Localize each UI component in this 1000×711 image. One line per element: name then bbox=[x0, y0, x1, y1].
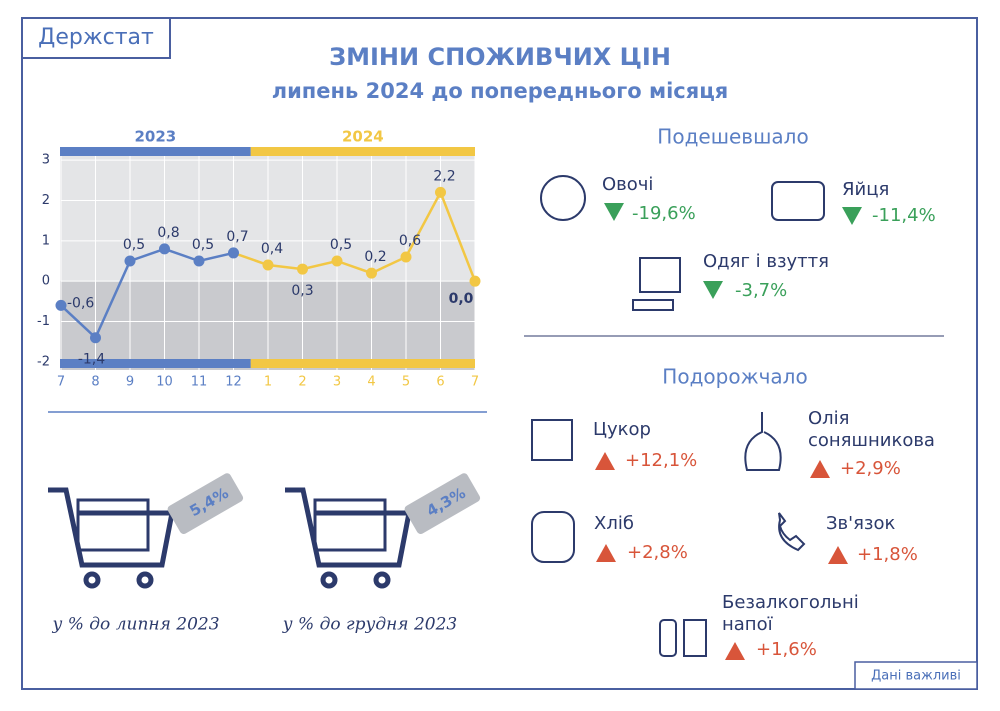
item-change: +1,6% bbox=[756, 639, 817, 660]
down-arrow bbox=[842, 207, 862, 225]
subtitle: липень 2024 до попереднього місяця bbox=[272, 79, 729, 103]
item-name-box: Безалкогольні напої bbox=[722, 592, 859, 635]
footer: Дані важливі bbox=[871, 669, 961, 684]
point bbox=[435, 186, 446, 198]
y-tick-label: -2 bbox=[37, 354, 50, 369]
brand: Держстат bbox=[38, 25, 154, 50]
x-tick-label: 5 bbox=[402, 375, 410, 390]
up-arrow bbox=[725, 642, 745, 660]
year-label: 2024 bbox=[342, 128, 384, 146]
up-arrow bbox=[810, 460, 830, 478]
item-name: Хліб bbox=[594, 513, 634, 534]
item-name: Цукор bbox=[593, 419, 651, 440]
frame bbox=[21, 17, 978, 690]
year-band bbox=[250, 147, 475, 156]
up-arrow bbox=[595, 452, 615, 470]
cart-caption: у % до липня 2023 bbox=[51, 615, 219, 635]
item-name: Одяг і взуття bbox=[703, 251, 829, 272]
section-title: Подешевшало bbox=[657, 125, 808, 149]
data-label: 0,5 bbox=[330, 237, 352, 253]
year-band bbox=[60, 147, 251, 156]
down-arrow bbox=[604, 203, 624, 221]
x-tick-label: 9 bbox=[126, 375, 134, 390]
x-tick-label: 6 bbox=[436, 375, 444, 390]
data-label: 0,8 bbox=[157, 225, 179, 241]
item-change: +1,8% bbox=[857, 544, 918, 565]
point bbox=[228, 247, 239, 259]
item-name: Яйця bbox=[842, 179, 889, 200]
price-tag bbox=[404, 473, 481, 535]
item-change: -19,6% bbox=[632, 203, 696, 224]
point bbox=[331, 255, 343, 267]
data-label: 0,7 bbox=[226, 229, 248, 245]
y-tick-label: 3 bbox=[42, 153, 50, 168]
data-label: 0,4 bbox=[261, 241, 283, 257]
x-tick-label: 1 bbox=[264, 375, 272, 390]
up-arrow bbox=[828, 546, 848, 564]
y-tick-label: 0 bbox=[42, 274, 50, 289]
x-tick-label: 11 bbox=[191, 375, 208, 390]
data-label: -1,4 bbox=[78, 352, 105, 368]
point bbox=[400, 251, 412, 263]
brand-box bbox=[21, 17, 171, 59]
title: ЗМІНИ СПОЖИВЧИХ ЦІН bbox=[329, 43, 671, 71]
x-tick-label: 2 bbox=[298, 375, 306, 390]
year-band bbox=[60, 359, 251, 368]
point bbox=[159, 243, 170, 255]
point bbox=[297, 263, 308, 275]
footer-box bbox=[854, 661, 978, 690]
section-title: Подорожчало bbox=[662, 365, 807, 389]
data-label: 0,0 bbox=[449, 291, 474, 307]
data-label: 0,3 bbox=[291, 283, 313, 299]
cart-caption: у % до грудня 2023 bbox=[282, 615, 457, 635]
icons bbox=[531, 175, 825, 657]
y-tick-label: 1 bbox=[42, 233, 50, 248]
series-connector bbox=[233, 251, 269, 267]
up-arrow bbox=[596, 544, 616, 562]
x-tick-label: 7 bbox=[57, 375, 65, 390]
data-label: 0,5 bbox=[192, 237, 214, 253]
point bbox=[469, 275, 481, 287]
point bbox=[262, 259, 274, 271]
x-tick-label: 3 bbox=[333, 375, 341, 390]
item-name: Безалкогольні напої bbox=[722, 592, 859, 635]
down-arrow bbox=[703, 281, 723, 299]
item-name: Зв'язок bbox=[826, 513, 896, 534]
data-label: 0,6 bbox=[399, 233, 421, 249]
point bbox=[124, 255, 136, 267]
point bbox=[193, 255, 205, 267]
item-name: Овочі bbox=[602, 174, 653, 195]
y-tick-label: -1 bbox=[37, 314, 50, 329]
line bbox=[60, 247, 234, 340]
data-label: 0,5 bbox=[123, 237, 145, 253]
item-change: +2,8% bbox=[627, 542, 688, 563]
item-name: Олія соняшникова bbox=[808, 408, 935, 451]
item-change: +2,9% bbox=[840, 458, 901, 479]
x-tick-label: 8 bbox=[91, 375, 99, 390]
item-change: -3,7% bbox=[735, 280, 787, 301]
x-tick-label: 4 bbox=[367, 375, 375, 390]
data-label: -0,6 bbox=[67, 295, 94, 311]
point bbox=[55, 299, 67, 311]
price-tag bbox=[167, 473, 244, 535]
cart-icon bbox=[48, 487, 413, 589]
x-tick-label: 7 bbox=[471, 375, 479, 390]
item-name-box: Олія соняшникова bbox=[808, 408, 935, 451]
point bbox=[366, 267, 377, 279]
item-change: +12,1% bbox=[625, 450, 697, 471]
item-change: -11,4% bbox=[872, 205, 936, 226]
year-band bbox=[250, 359, 475, 368]
year-label: 2023 bbox=[135, 128, 177, 146]
point bbox=[90, 332, 101, 344]
x-tick-label: 10 bbox=[156, 375, 173, 390]
x-tick-label: 12 bbox=[225, 375, 242, 390]
data-label: 0,2 bbox=[364, 249, 386, 265]
data-label: 2,2 bbox=[433, 168, 455, 184]
y-tick-label: 2 bbox=[42, 193, 50, 208]
